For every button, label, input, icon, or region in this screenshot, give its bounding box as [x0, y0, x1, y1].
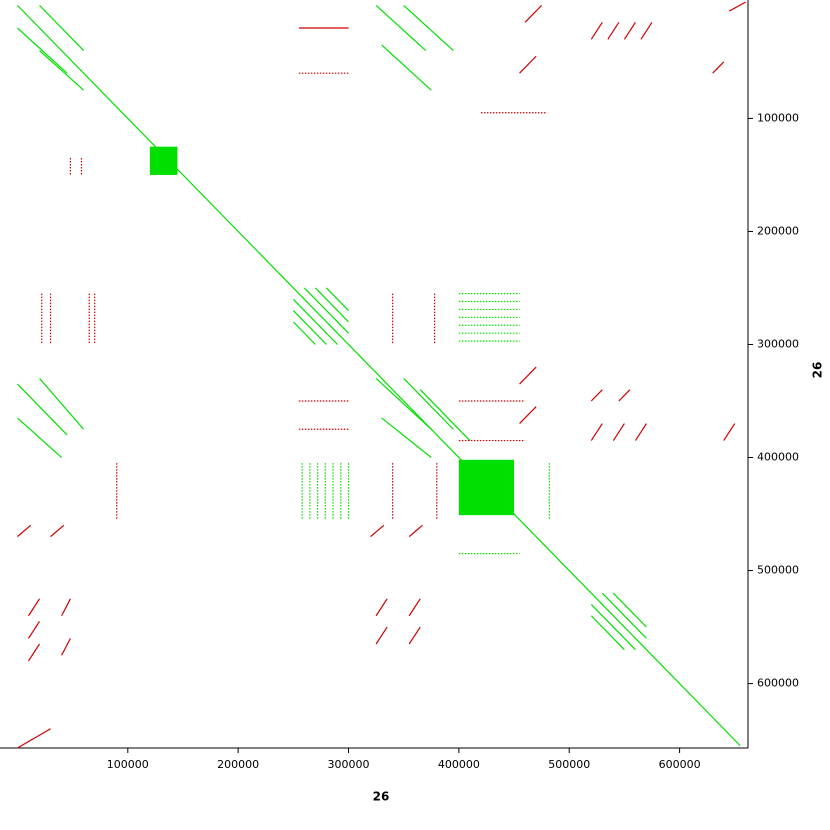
alignment-segment — [634, 423, 647, 441]
alignment-segment — [640, 22, 653, 40]
alignment-segment — [17, 27, 68, 74]
alignment-segment — [590, 604, 636, 651]
alignment-segment — [519, 55, 537, 74]
y-tick-label: 300000 — [757, 337, 799, 350]
alignment-segment — [375, 626, 388, 645]
alignment-segment — [39, 50, 85, 91]
alignment-segment — [408, 524, 423, 538]
alignment-segment — [303, 287, 349, 334]
alignment-segment — [370, 524, 385, 538]
alignment-segment — [292, 321, 316, 345]
alignment-segment — [590, 389, 603, 402]
alignment-segment — [403, 4, 454, 52]
alignment-segment — [61, 598, 71, 617]
x-tick-label: 100000 — [107, 758, 149, 771]
alignment-segment — [524, 4, 543, 23]
x-axis-label: 26 — [373, 790, 390, 804]
alignment-segment — [314, 287, 349, 323]
alignment-segment — [612, 592, 647, 628]
alignment-segment — [623, 22, 636, 40]
alignment-segment — [618, 389, 631, 402]
alignment-segment — [375, 598, 388, 617]
alignment-segment — [61, 638, 71, 656]
alignment-segment — [403, 377, 454, 430]
alignment-segment — [292, 298, 338, 345]
alignment-segment — [39, 377, 85, 430]
alignment-segment — [590, 22, 603, 40]
alignment-segment — [17, 383, 68, 436]
alignment-segment — [17, 417, 62, 458]
alignment-segment — [39, 4, 85, 52]
alignment-segment — [712, 61, 725, 74]
alignment-segment — [17, 728, 51, 749]
alignment-segment — [375, 377, 432, 430]
alignment-segment — [612, 423, 625, 441]
y-tick-label: 200000 — [757, 224, 799, 237]
alignment-segment — [519, 406, 537, 425]
alignment-segment — [292, 310, 327, 345]
alignment-segment — [519, 366, 537, 385]
alignment-segment — [728, 1, 747, 12]
alignment-block — [149, 146, 178, 175]
alignment-segment — [723, 423, 736, 441]
alignment-segment — [408, 598, 421, 617]
alignment-segment — [601, 592, 647, 639]
x-tick-label: 600000 — [659, 758, 701, 771]
x-tick-label: 300000 — [328, 758, 370, 771]
y-tick-label: 400000 — [757, 451, 799, 464]
y-tick-label: 600000 — [757, 677, 799, 690]
y-tick-label: 500000 — [757, 564, 799, 577]
alignment-segment — [607, 22, 620, 40]
alignment-segment — [590, 615, 625, 651]
alignment-segment — [408, 626, 421, 645]
alignment-segment — [590, 423, 603, 441]
alignment-segment — [17, 524, 32, 538]
alignment-segment — [381, 44, 432, 91]
alignment-segment — [326, 287, 349, 311]
alignment-segment — [419, 389, 471, 441]
x-tick-label: 500000 — [548, 758, 590, 771]
y-axis-label: 26 — [811, 362, 825, 379]
alignment-segment — [381, 417, 432, 458]
x-tick-label: 400000 — [438, 758, 480, 771]
x-tick-label: 200000 — [217, 758, 259, 771]
alignment-segment — [50, 524, 65, 538]
y-tick-label: 100000 — [757, 111, 799, 124]
alignment-block — [458, 459, 515, 516]
alignment-segment — [27, 643, 41, 662]
alignment-segment — [17, 4, 741, 747]
alignment-segment — [375, 4, 427, 52]
alignment-segment — [27, 621, 41, 639]
alignment-segment — [27, 598, 41, 617]
